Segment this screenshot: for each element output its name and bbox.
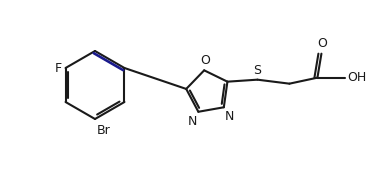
- Text: O: O: [200, 54, 210, 67]
- Text: Br: Br: [97, 124, 111, 137]
- Text: OH: OH: [348, 71, 367, 84]
- Text: S: S: [253, 64, 262, 77]
- Text: O: O: [318, 37, 328, 50]
- Text: F: F: [55, 61, 61, 74]
- Text: N: N: [188, 115, 197, 128]
- Text: N: N: [225, 110, 234, 123]
